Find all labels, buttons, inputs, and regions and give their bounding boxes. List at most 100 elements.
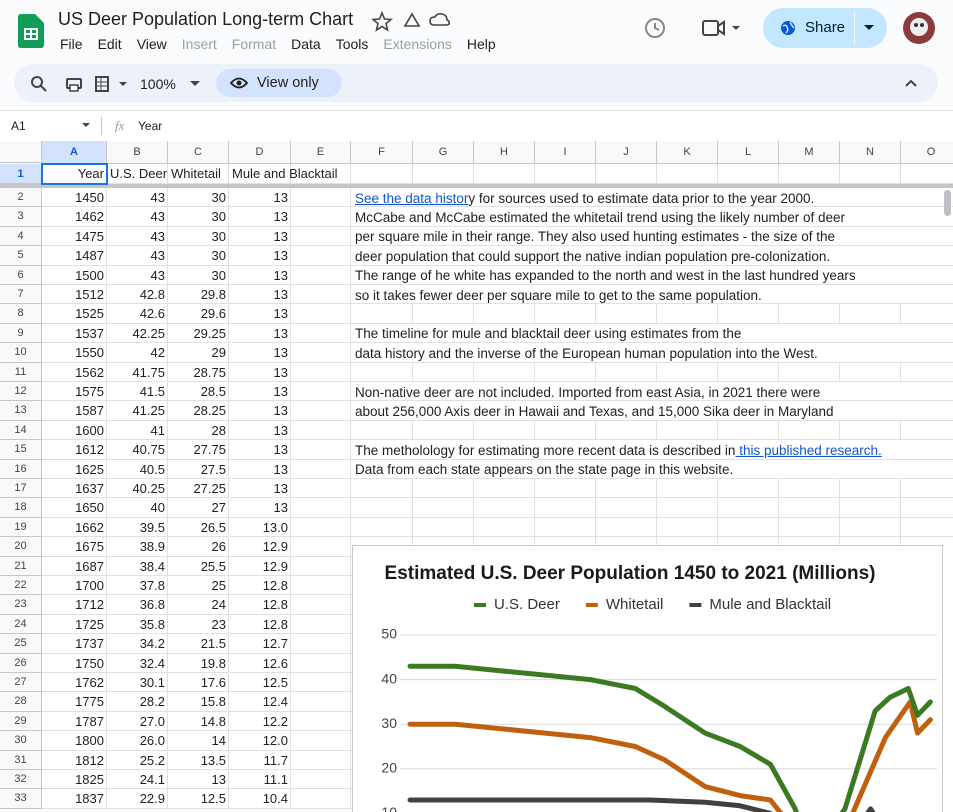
cell[interactable] bbox=[901, 226, 953, 247]
cell[interactable] bbox=[779, 285, 840, 305]
cell[interactable] bbox=[657, 498, 718, 518]
cell[interactable] bbox=[351, 440, 413, 460]
cell[interactable] bbox=[535, 440, 596, 460]
cell[interactable] bbox=[229, 246, 291, 266]
cell[interactable] bbox=[229, 188, 291, 208]
cell[interactable] bbox=[107, 479, 168, 499]
cell[interactable] bbox=[657, 226, 718, 247]
cell[interactable] bbox=[168, 634, 229, 654]
cell[interactable] bbox=[596, 304, 657, 324]
cell[interactable] bbox=[779, 420, 840, 441]
cell[interactable] bbox=[901, 498, 953, 518]
row-header[interactable]: 23 bbox=[0, 595, 42, 615]
toolbar-icons[interactable] bbox=[30, 75, 140, 93]
cell[interactable] bbox=[229, 323, 291, 344]
cell[interactable] bbox=[291, 673, 351, 693]
cell[interactable] bbox=[291, 343, 351, 363]
cell[interactable] bbox=[474, 323, 535, 344]
cell[interactable] bbox=[657, 420, 718, 441]
cell[interactable] bbox=[107, 731, 168, 751]
cell[interactable] bbox=[718, 285, 779, 305]
cell[interactable] bbox=[474, 498, 535, 518]
cell[interactable] bbox=[168, 285, 229, 305]
cell[interactable] bbox=[657, 382, 718, 402]
cell[interactable] bbox=[535, 343, 596, 363]
cell[interactable] bbox=[657, 479, 718, 499]
cell[interactable] bbox=[107, 285, 168, 305]
cell[interactable] bbox=[657, 362, 718, 382]
row-header[interactable]: 25 bbox=[0, 634, 42, 654]
cell[interactable] bbox=[901, 517, 953, 538]
cell[interactable] bbox=[42, 750, 107, 770]
cell[interactable] bbox=[840, 207, 901, 227]
sheets-logo[interactable] bbox=[18, 14, 44, 48]
cell[interactable] bbox=[107, 498, 168, 518]
scrollbar[interactable] bbox=[944, 190, 951, 216]
cell[interactable] bbox=[351, 188, 413, 208]
cell[interactable] bbox=[291, 459, 351, 479]
cell[interactable] bbox=[229, 265, 291, 285]
cell[interactable] bbox=[657, 401, 718, 421]
cell[interactable] bbox=[168, 459, 229, 479]
row-header[interactable]: 20 bbox=[0, 537, 42, 557]
cell[interactable] bbox=[229, 614, 291, 635]
cell[interactable] bbox=[535, 420, 596, 441]
cell[interactable] bbox=[229, 673, 291, 693]
cell[interactable] bbox=[291, 770, 351, 790]
cell[interactable] bbox=[291, 692, 351, 712]
cell[interactable] bbox=[229, 789, 291, 809]
cell[interactable] bbox=[229, 226, 291, 247]
cell[interactable] bbox=[229, 731, 291, 751]
cell[interactable] bbox=[657, 323, 718, 344]
cell[interactable] bbox=[168, 362, 229, 382]
cell[interactable] bbox=[901, 323, 953, 344]
column-header[interactable]: N bbox=[840, 141, 901, 164]
column-header[interactable]: G bbox=[413, 141, 474, 164]
row-header[interactable]: 22 bbox=[0, 576, 42, 596]
cell[interactable] bbox=[596, 246, 657, 266]
cell[interactable] bbox=[901, 304, 953, 324]
cell[interactable] bbox=[840, 226, 901, 247]
cell[interactable] bbox=[42, 479, 107, 499]
share-dropdown[interactable] bbox=[864, 24, 874, 32]
cell[interactable] bbox=[779, 517, 840, 538]
cell[interactable] bbox=[107, 634, 168, 654]
cell[interactable] bbox=[291, 750, 351, 770]
cell[interactable] bbox=[168, 537, 229, 557]
cell[interactable] bbox=[107, 265, 168, 285]
cell[interactable] bbox=[596, 479, 657, 499]
cell[interactable] bbox=[229, 459, 291, 479]
cell[interactable] bbox=[413, 401, 474, 421]
cell[interactable] bbox=[107, 673, 168, 693]
cell[interactable] bbox=[657, 285, 718, 305]
cell[interactable] bbox=[840, 343, 901, 363]
cell[interactable] bbox=[168, 576, 229, 596]
cell[interactable] bbox=[107, 362, 168, 382]
cell[interactable] bbox=[779, 323, 840, 344]
row-header[interactable]: 10 bbox=[0, 343, 42, 363]
cell[interactable] bbox=[107, 323, 168, 344]
cell[interactable] bbox=[42, 343, 107, 363]
cell[interactable] bbox=[413, 382, 474, 402]
cell[interactable] bbox=[779, 440, 840, 460]
cell[interactable] bbox=[535, 246, 596, 266]
cell[interactable] bbox=[168, 653, 229, 673]
cell[interactable] bbox=[718, 164, 779, 184]
cell[interactable] bbox=[229, 653, 291, 673]
cell[interactable] bbox=[779, 188, 840, 208]
cell[interactable] bbox=[107, 343, 168, 363]
cell[interactable] bbox=[718, 517, 779, 538]
row-header[interactable]: 21 bbox=[0, 556, 42, 576]
cell[interactable] bbox=[657, 188, 718, 208]
cell[interactable] bbox=[413, 285, 474, 305]
cell[interactable] bbox=[351, 479, 413, 499]
cell[interactable] bbox=[474, 265, 535, 285]
column-header[interactable]: H bbox=[474, 141, 535, 164]
cell[interactable] bbox=[901, 265, 953, 285]
cell[interactable] bbox=[229, 420, 291, 441]
cell[interactable] bbox=[42, 420, 107, 441]
column-header[interactable]: E bbox=[291, 141, 351, 164]
cell[interactable] bbox=[901, 420, 953, 441]
cell[interactable] bbox=[351, 498, 413, 518]
cell[interactable] bbox=[168, 207, 229, 227]
